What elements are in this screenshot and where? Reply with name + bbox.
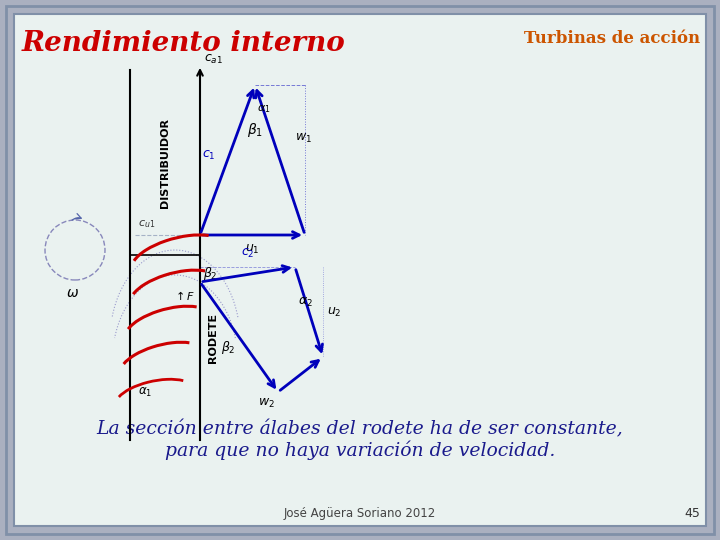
Text: $\omega$: $\omega$ [66, 286, 79, 300]
Text: $u_2$: $u_2$ [327, 306, 341, 319]
Text: $u_1$: $u_1$ [246, 243, 260, 256]
Text: $c_{a1}$: $c_{a1}$ [204, 53, 223, 66]
Text: $\beta_1$: $\beta_1$ [247, 121, 263, 139]
Text: $\alpha_2$: $\alpha_2$ [298, 295, 313, 308]
Text: $w_1$: $w_1$ [295, 132, 312, 145]
Text: RODETE: RODETE [208, 313, 218, 362]
Text: Turbinas de acción: Turbinas de acción [524, 30, 700, 47]
Text: La sección entre álabes del rodete ha de ser constante,: La sección entre álabes del rodete ha de… [96, 420, 624, 438]
Text: $c_2$: $c_2$ [240, 247, 254, 260]
Text: $w_2$: $w_2$ [258, 397, 275, 410]
Text: DISTRIBUIDOR: DISTRIBUIDOR [160, 118, 170, 207]
Text: $\beta_2$: $\beta_2$ [221, 339, 236, 356]
Text: $\alpha_1$: $\alpha_1$ [138, 386, 152, 399]
Text: 45: 45 [684, 507, 700, 520]
Text: $\uparrow F$: $\uparrow F$ [173, 288, 195, 301]
Text: $\beta_2$: $\beta_2$ [203, 265, 217, 282]
Text: $c_1$: $c_1$ [202, 148, 215, 161]
Text: $c_{u1}$: $c_{u1}$ [138, 218, 156, 230]
Text: $\alpha_1$: $\alpha_1$ [257, 103, 271, 115]
Text: José Agüera Soriano 2012: José Agüera Soriano 2012 [284, 507, 436, 520]
Text: Rendimiento interno: Rendimiento interno [22, 30, 346, 57]
Text: para que no haya variación de velocidad.: para que no haya variación de velocidad. [165, 441, 555, 460]
